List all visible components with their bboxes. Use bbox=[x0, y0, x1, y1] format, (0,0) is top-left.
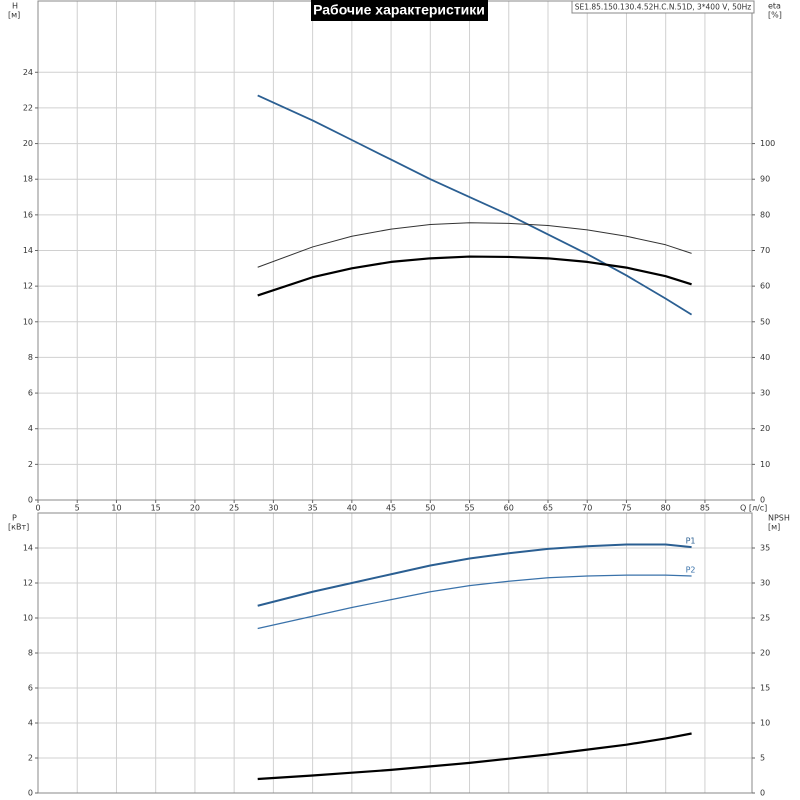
curve bbox=[257, 255, 692, 297]
y2-tick-label: 90 bbox=[760, 175, 770, 184]
curve bbox=[257, 543, 692, 607]
curve bbox=[257, 222, 692, 268]
y2-axis-unit: [%] bbox=[768, 11, 782, 20]
y-tick-label: 20 bbox=[23, 139, 33, 148]
y2-axis-label: eta bbox=[768, 2, 781, 11]
y2-tick-label: 20 bbox=[760, 424, 770, 433]
y2-tick-label: 70 bbox=[760, 246, 770, 255]
y-tick-label: 12 bbox=[23, 579, 33, 588]
x-tick-label: 70 bbox=[582, 504, 592, 513]
y-tick-label: 4 bbox=[28, 424, 33, 433]
subtitle-box bbox=[571, 0, 755, 14]
y2-tick-label: 10 bbox=[760, 719, 770, 728]
x-tick-label: 30 bbox=[268, 504, 278, 513]
y-tick-label: 8 bbox=[28, 649, 33, 658]
chart-subtitle: SE1.85.150.130.4.52H.C.N.51D, 3*400 V, 5… bbox=[575, 3, 752, 12]
y2-tick-label: 30 bbox=[760, 579, 770, 588]
y2-tick-label: 30 bbox=[760, 389, 770, 398]
chart-title: Рабочие характеристики bbox=[313, 2, 485, 18]
title-background bbox=[311, 0, 488, 21]
x-tick-label: 75 bbox=[621, 504, 631, 513]
x-tick-label: 15 bbox=[151, 504, 161, 513]
x-tick-label: 10 bbox=[111, 504, 121, 513]
y2-axis-label: NPSH bbox=[768, 514, 790, 523]
x-axis-label: Q [л/с] bbox=[740, 504, 767, 513]
x-tick-label: 60 bbox=[504, 504, 514, 513]
x-tick-label: 25 bbox=[229, 504, 239, 513]
y-tick-label: 10 bbox=[23, 614, 33, 623]
curve bbox=[257, 732, 692, 781]
y-tick-label: 2 bbox=[28, 460, 33, 469]
y-axis-unit: [м] bbox=[8, 11, 20, 20]
x-tick-label: 35 bbox=[308, 504, 318, 513]
y-tick-label: 6 bbox=[28, 389, 33, 398]
y2-tick-label: 60 bbox=[760, 282, 770, 291]
curve bbox=[257, 94, 693, 316]
y-axis-unit: [кВт] bbox=[8, 523, 29, 532]
y2-tick-label: 25 bbox=[760, 614, 770, 623]
x-tick-label: 85 bbox=[700, 504, 710, 513]
y-tick-label: 4 bbox=[28, 719, 33, 728]
y-tick-label: 14 bbox=[23, 544, 33, 553]
y-tick-label: 18 bbox=[23, 175, 33, 184]
y-tick-label: 6 bbox=[28, 684, 33, 693]
y-tick-label: 24 bbox=[23, 68, 33, 77]
y2-tick-label: 10 bbox=[760, 460, 770, 469]
y-tick-label: 0 bbox=[28, 496, 33, 505]
y2-tick-label: 0 bbox=[760, 789, 765, 798]
x-tick-label: 45 bbox=[386, 504, 396, 513]
y2-tick-label: 100 bbox=[760, 139, 775, 148]
x-tick-label: 5 bbox=[75, 504, 80, 513]
y2-tick-label: 0 bbox=[760, 496, 765, 505]
x-tick-label: 40 bbox=[347, 504, 357, 513]
y-axis-label: P bbox=[12, 514, 17, 523]
y-tick-label: 22 bbox=[23, 103, 33, 112]
y2-tick-label: 15 bbox=[760, 684, 770, 693]
y2-tick-label: 35 bbox=[760, 544, 770, 553]
x-tick-label: 20 bbox=[190, 504, 200, 513]
y2-tick-label: 5 bbox=[760, 754, 765, 763]
series-label: P1 bbox=[686, 537, 696, 546]
y2-tick-label: 80 bbox=[760, 210, 770, 219]
x-tick-label: 80 bbox=[661, 504, 671, 513]
y-tick-label: 12 bbox=[23, 282, 33, 291]
y-tick-label: 0 bbox=[28, 789, 33, 798]
y2-tick-label: 40 bbox=[760, 353, 770, 362]
y-tick-label: 16 bbox=[23, 210, 33, 219]
x-tick-label: 0 bbox=[35, 504, 40, 513]
y2-axis-unit: [м] bbox=[768, 523, 780, 532]
x-tick-label: 50 bbox=[425, 504, 435, 513]
series-label: P2 bbox=[686, 566, 696, 575]
x-tick-label: 55 bbox=[464, 504, 474, 513]
curve bbox=[257, 574, 692, 630]
title-box: Рабочие характеристики bbox=[311, 0, 488, 21]
y-axis-label: H bbox=[12, 2, 18, 11]
y-tick-label: 14 bbox=[23, 246, 33, 255]
x-tick-label: 65 bbox=[543, 504, 553, 513]
y2-tick-label: 50 bbox=[760, 317, 770, 326]
y-tick-label: 10 bbox=[23, 317, 33, 326]
y2-tick-label: 20 bbox=[760, 649, 770, 658]
y-tick-label: 8 bbox=[28, 353, 33, 362]
y-tick-label: 2 bbox=[28, 754, 33, 763]
